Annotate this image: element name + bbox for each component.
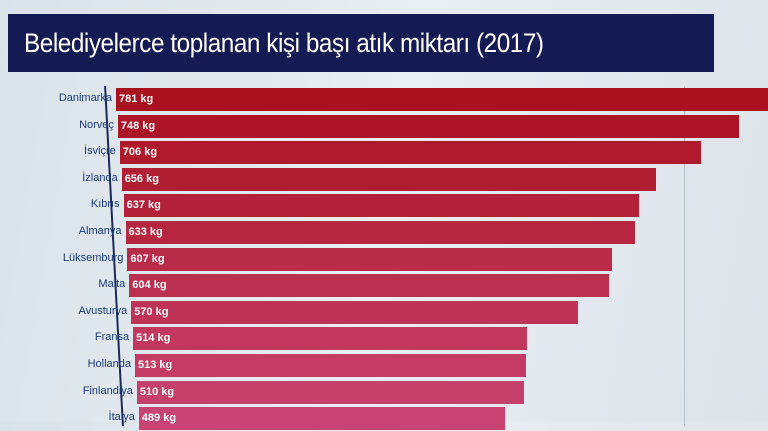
gridline <box>684 86 685 426</box>
bar: 489 kg <box>138 407 505 431</box>
category-label: Kıbrıs <box>90 198 120 211</box>
category-label: İtalya <box>108 411 135 424</box>
category-label: Danimarka <box>58 92 112 104</box>
bar: 706 kg <box>119 141 702 165</box>
bar: 781 kg <box>116 88 768 111</box>
category-label: Avusturya <box>78 304 128 317</box>
bar-row: İsviçre 706 kg <box>0 141 768 165</box>
bar: 633 kg <box>125 221 636 244</box>
title-bar: Belediyelerce toplanan kişi başı atık mi… <box>8 14 714 72</box>
value-label: 748 kg <box>120 119 156 132</box>
bar: 748 kg <box>117 114 740 138</box>
value-label: 513 kg <box>138 359 173 371</box>
value-label: 514 kg <box>136 332 171 345</box>
bar-row: Fransa 514 kg <box>0 327 768 351</box>
bar-row: Lüksemburg 607 kg <box>0 247 768 272</box>
value-label: 489 kg <box>141 412 177 425</box>
bar: 604 kg <box>129 274 609 298</box>
bar-row: Norveç 748 kg <box>0 114 768 139</box>
bar-row: Malta 604 kg <box>0 274 768 298</box>
bar-row: Almanya 633 kg <box>0 221 768 245</box>
bar-row: Finlandiya 510 kg <box>0 380 768 405</box>
bar-row: Avusturya 570 kg <box>0 300 768 325</box>
value-label: 706 kg <box>122 146 158 159</box>
bar: 514 kg <box>133 327 528 351</box>
category-label: Hollanda <box>87 358 131 370</box>
value-label: 607 kg <box>130 252 165 265</box>
category-label: Malta <box>98 278 126 291</box>
value-label: 510 kg <box>139 385 175 398</box>
bar: 510 kg <box>136 380 524 404</box>
category-label: Norveç <box>79 118 114 131</box>
bar-row: İzlanda 656 kg <box>0 167 768 192</box>
category-label: Fransa <box>94 331 130 344</box>
bar: 637 kg <box>123 194 639 218</box>
bar: 656 kg <box>121 167 656 191</box>
bar: 570 kg <box>131 300 578 324</box>
value-label: 656 kg <box>124 172 159 185</box>
bar-row: Hollanda 513 kg <box>0 354 768 378</box>
bar: 607 kg <box>127 247 612 271</box>
category-label: İsviçre <box>84 145 116 158</box>
value-label: 781 kg <box>119 93 154 105</box>
category-label: Lüksemburg <box>62 251 124 264</box>
category-label: İzlanda <box>82 171 118 184</box>
value-label: 637 kg <box>126 199 161 212</box>
value-label: 604 kg <box>132 279 167 292</box>
value-label: 570 kg <box>134 305 169 318</box>
bar-chart: Danimarka 781 kg Norveç 748 kg İsviçre 706 kg… <box>0 86 768 431</box>
category-label: Almanya <box>78 225 122 237</box>
value-label: 633 kg <box>128 226 163 238</box>
category-label: Finlandiya <box>82 384 133 397</box>
bar-row: Danimarka 781 kg <box>0 88 768 112</box>
bar-row: Kıbrıs 637 kg <box>0 194 768 218</box>
chart-title: Belediyelerce toplanan kişi başı atık mi… <box>24 27 544 58</box>
bar-row: İtalya 489 kg <box>0 407 768 431</box>
bar: 513 kg <box>135 354 527 377</box>
